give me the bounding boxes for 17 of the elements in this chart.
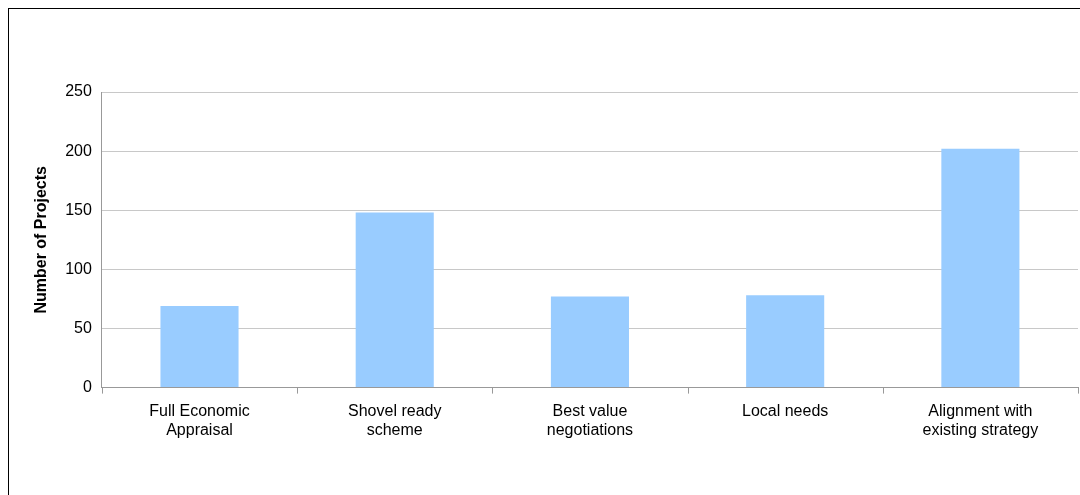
bar (941, 148, 1020, 388)
y-tick-label: 0 (82, 378, 92, 396)
bar (746, 295, 825, 388)
y-tick-label: 200 (65, 141, 92, 159)
y-tick-label: 50 (74, 318, 92, 336)
x-tick-label: Full Economic Appraisal (149, 401, 250, 438)
bar (550, 296, 629, 388)
y-axis-title: Number of Projects (32, 165, 50, 314)
x-tick-label: Alignment with existing strategy (922, 401, 1039, 438)
y-tick-label: 250 (65, 82, 92, 100)
x-tick-label: Local needs (742, 401, 829, 419)
x-tick-label: Best value negotiations (546, 401, 634, 438)
bar (355, 212, 434, 388)
x-tick-label: Shovel ready scheme (348, 401, 442, 438)
y-tick-label: 100 (65, 259, 92, 277)
bar (160, 306, 239, 388)
y-tick-label: 150 (65, 200, 92, 218)
